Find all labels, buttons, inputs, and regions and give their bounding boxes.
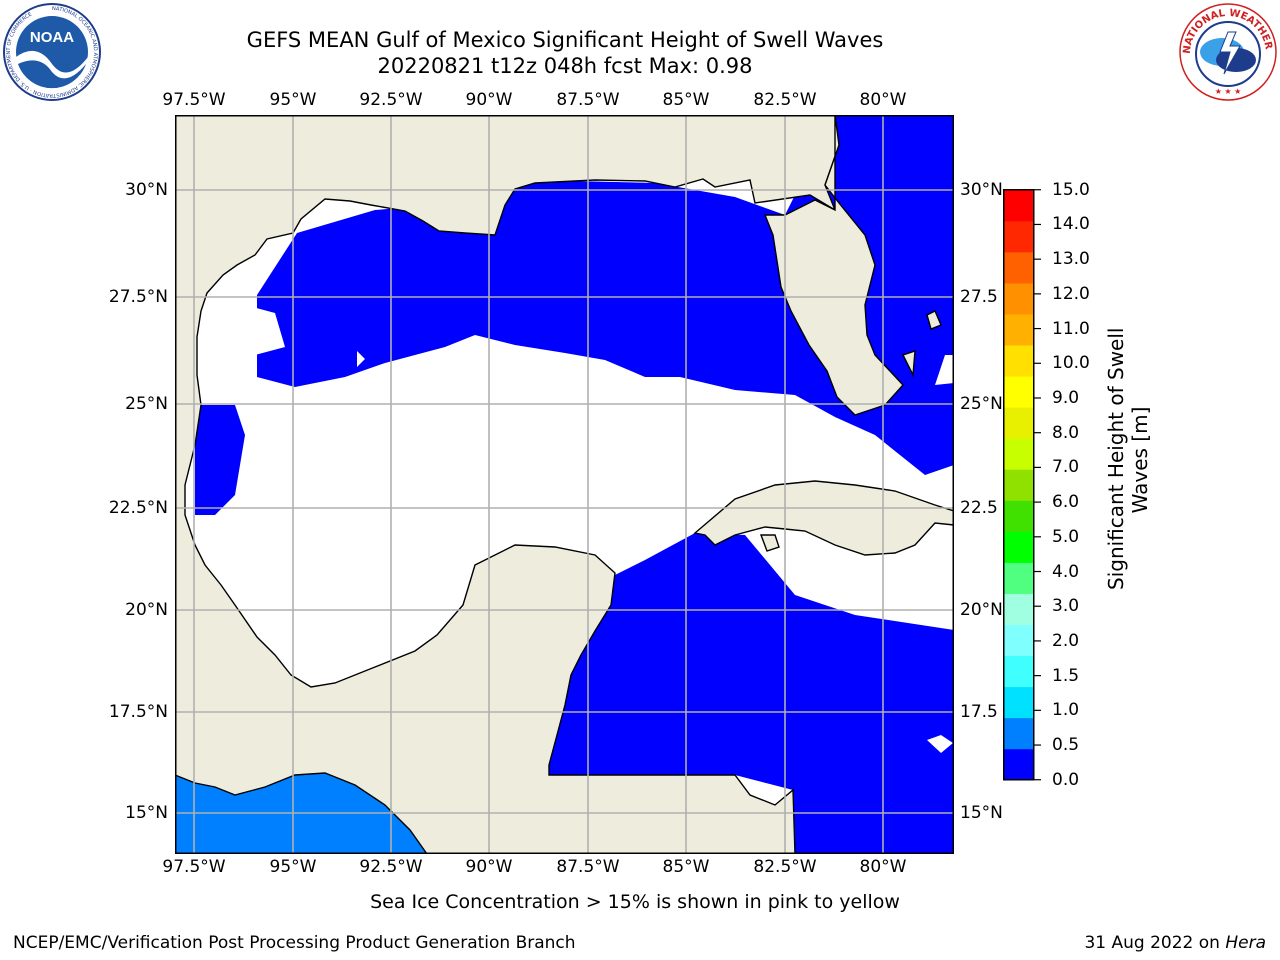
lat-label-left: 25°N	[125, 394, 168, 414]
noaa-logo-text: NOAA	[30, 29, 74, 46]
colorbar-cell	[1003, 624, 1034, 657]
lon-label-top: 95°W	[269, 90, 317, 110]
colorbar-cell	[1003, 655, 1034, 688]
lat-label-right: 15°N	[960, 803, 1003, 823]
ocean-swell-zero	[195, 115, 954, 854]
lat-label-right: 22.5	[960, 498, 998, 518]
colorbar-tick-label: 11.0	[1052, 318, 1090, 339]
colorbar-cell	[1003, 686, 1034, 719]
lon-label-top: 82.5°W	[753, 90, 817, 110]
nws-logo: NATIONAL WEATHER SERVICE ★ ★ ★	[1178, 2, 1277, 101]
colorbar-cell	[1003, 593, 1034, 625]
svg-text:★ ★ ★: ★ ★ ★	[1215, 87, 1242, 96]
colorbar-tick-label: 2.0	[1052, 630, 1080, 651]
lon-label-bottom: 92.5°W	[359, 857, 423, 877]
land-masses	[175, 115, 954, 854]
lon-label-bottom: 90°W	[465, 857, 513, 877]
lon-label-top: 97.5°W	[162, 90, 226, 110]
lon-label-top: 92.5°W	[359, 90, 423, 110]
colorbar-cell	[1003, 189, 1034, 222]
lat-label-right: 20°N	[960, 600, 1003, 620]
lon-label-bottom: 95°W	[269, 857, 317, 877]
map-subtitle: 20220821 t12z 048h fcst Max: 0.98	[377, 54, 753, 78]
lat-label-right: 25°N	[960, 394, 1003, 414]
map-frame	[175, 115, 954, 854]
lon-label-bottom: 80°W	[859, 857, 907, 877]
colorbar-tick-label: 1.5	[1052, 665, 1080, 686]
colorbar-tick-label: 10.0	[1052, 353, 1090, 374]
colorbar-tick-label: 6.0	[1052, 492, 1080, 513]
noaa-logo: NOAA NATIONAL OCEANIC AND ATMOSPHERIC AD…	[3, 3, 101, 101]
lon-label-top: 90°W	[465, 90, 513, 110]
colorbar-cell	[1003, 313, 1034, 346]
colorbar-tick-label: 4.0	[1052, 561, 1080, 582]
credit-text: NCEP/EMC/Verification Post Processing Pr…	[13, 933, 576, 953]
lat-label-left: 27.5°N	[108, 287, 168, 307]
lon-label-top: 85°W	[662, 90, 710, 110]
colorbar-tick-label: 15.0	[1052, 179, 1090, 200]
lat-label-left: 22.5°N	[108, 498, 168, 518]
colorbar-cell	[1003, 531, 1034, 563]
lon-label-bottom: 87.5°W	[556, 857, 620, 877]
lat-label-right: 17.5	[960, 702, 998, 722]
colorbar	[1003, 189, 1041, 781]
lat-label-left: 30°N	[125, 180, 168, 200]
colorbar-cell	[1003, 500, 1034, 532]
lon-label-bottom: 97.5°W	[162, 857, 226, 877]
lat-label-right: 30°N	[960, 180, 1003, 200]
colorbar-label: Significant Height of Swell Waves [m]	[1104, 327, 1152, 590]
colorbar-cell	[1003, 345, 1034, 377]
colorbar-cell	[1003, 220, 1034, 253]
lon-label-bottom: 82.5°W	[753, 857, 817, 877]
colorbar-tick-label: 7.0	[1052, 457, 1080, 478]
colorbar-tick-label: 9.0	[1052, 387, 1080, 408]
colorbar-tick-label: 3.0	[1052, 596, 1080, 617]
colorbar-tick-label: 12.0	[1052, 283, 1090, 304]
colorbar-cell	[1003, 562, 1034, 594]
map-title: GEFS MEAN Gulf of Mexico Significant Hei…	[246, 28, 884, 52]
lon-label-bottom: 85°W	[662, 857, 710, 877]
colorbar-cell	[1003, 407, 1034, 439]
colorbar-tick-label: 0.5	[1052, 735, 1080, 756]
lon-label-top: 87.5°W	[556, 90, 620, 110]
sea-ice-note: Sea Ice Concentration > 15% is shown in …	[370, 891, 900, 913]
colorbar-cell	[1003, 717, 1034, 750]
colorbar-cell	[1003, 469, 1034, 501]
map-panel	[175, 115, 954, 854]
colorbar-cell	[1003, 376, 1034, 408]
colorbar-tick-label: 8.0	[1052, 422, 1080, 443]
colorbar-tick-label: 1.0	[1052, 700, 1080, 721]
lat-label-right: 27.5	[960, 287, 998, 307]
lon-label-top: 80°W	[859, 90, 907, 110]
colorbar-tick-label: 0.0	[1052, 769, 1080, 790]
lat-label-left: 20°N	[125, 600, 168, 620]
colorbar-cell	[1003, 438, 1034, 470]
colorbar-cell	[1003, 251, 1034, 284]
timestamp: 31 Aug 2022 on Hera	[1084, 933, 1266, 953]
lat-label-left: 15°N	[125, 803, 168, 823]
colorbar-tick-label: 13.0	[1052, 249, 1090, 270]
colorbar-tick-label: 5.0	[1052, 526, 1080, 547]
colorbar-tick-label: 14.0	[1052, 214, 1090, 235]
lat-label-left: 17.5°N	[108, 702, 168, 722]
colorbar-cell	[1003, 748, 1034, 781]
graticule	[175, 115, 954, 854]
colorbar-cell	[1003, 282, 1034, 315]
